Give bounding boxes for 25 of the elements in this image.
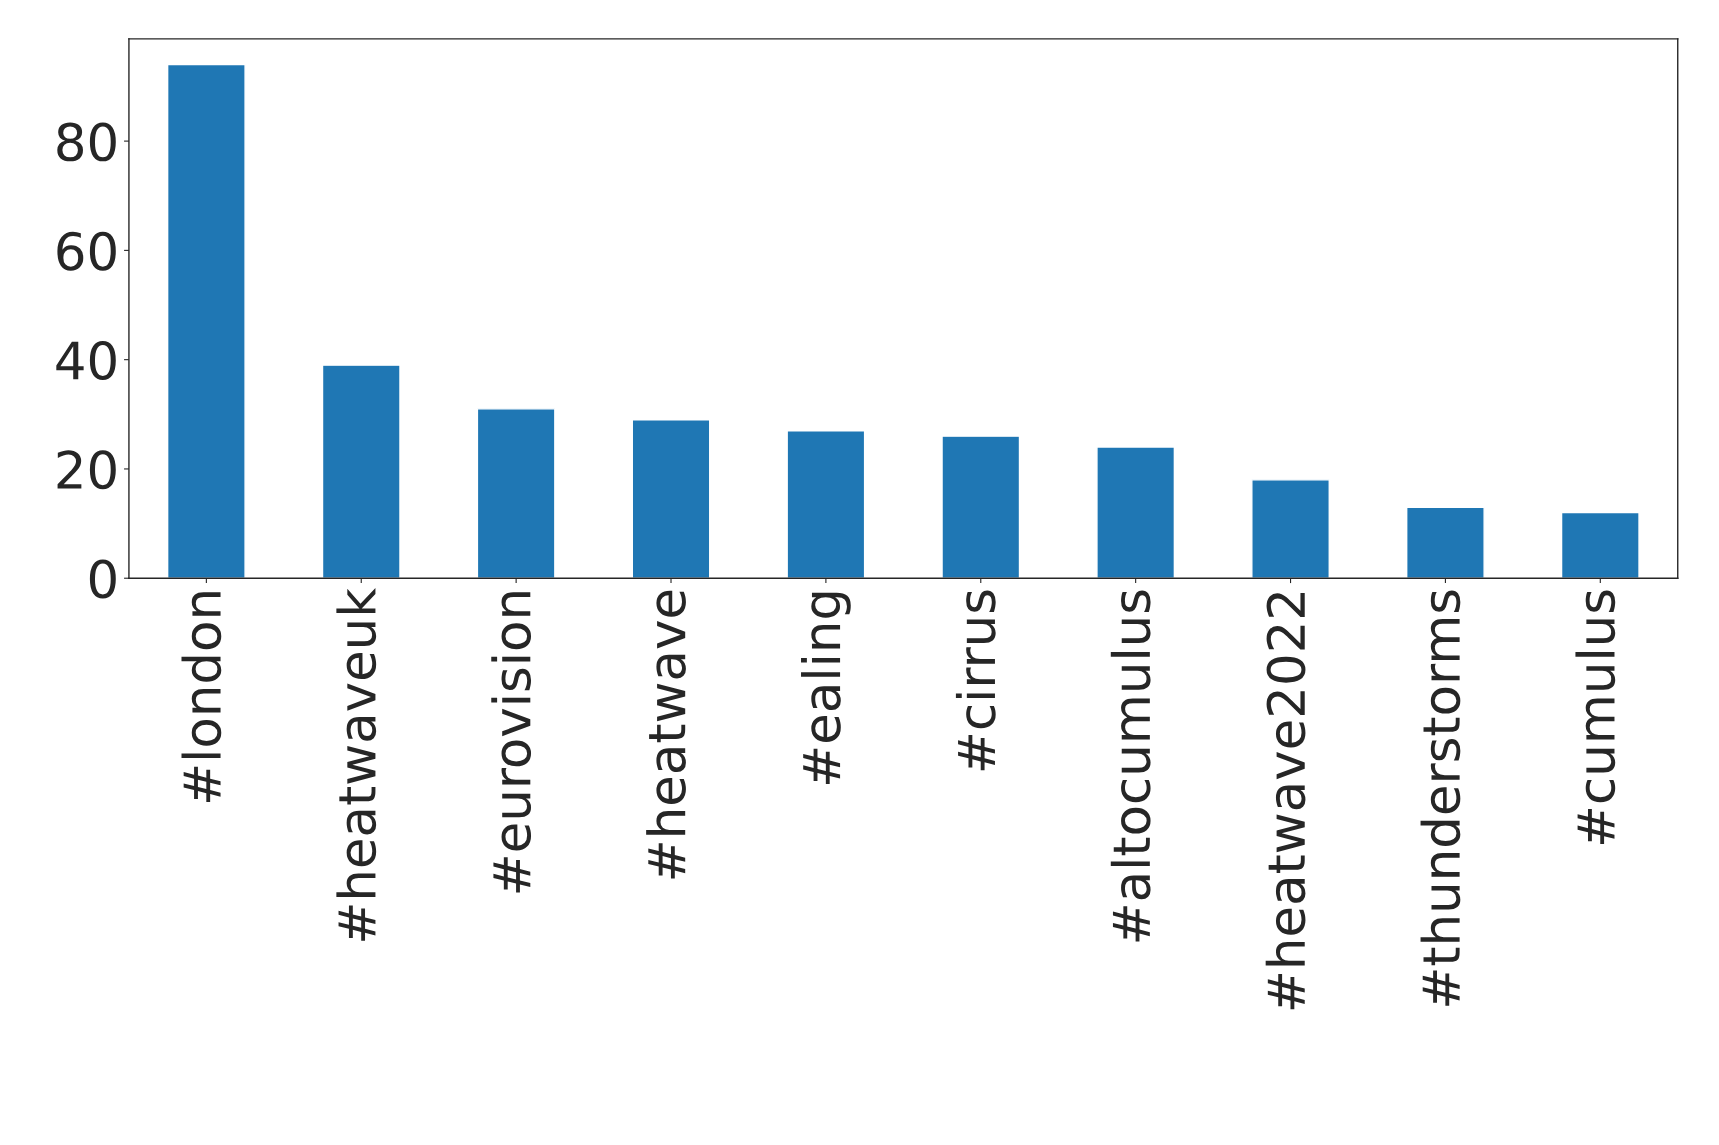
- y-tick-label: 20: [57, 450, 116, 490]
- x-tick-label: #cirrus: [955, 590, 996, 771]
- y-tick-label: 0: [89, 559, 116, 599]
- x-tick-label: #altocumulus: [1110, 590, 1151, 942]
- x-tick-label: #heatwaveuk: [336, 588, 377, 941]
- y-tick-label: 60: [57, 231, 116, 271]
- x-tick-label: #eurovision: [491, 592, 532, 893]
- x-tick-label: #london: [181, 592, 222, 802]
- x-tick-label: #thunderstorms: [1420, 590, 1461, 1006]
- bar: [321, 364, 401, 579]
- bar: [631, 419, 711, 579]
- bar: [476, 408, 556, 579]
- bar: [1560, 511, 1640, 579]
- x-tick-label: #heatwave2022: [1265, 593, 1306, 1010]
- y-tick-label: 40: [56, 341, 116, 380]
- x-tick-label: #heatwave: [646, 590, 686, 879]
- bar: [1251, 479, 1330, 579]
- bar: [1406, 506, 1485, 579]
- x-tick-label: #cumulus: [1575, 590, 1616, 845]
- bar: [166, 63, 246, 579]
- bar: [1096, 446, 1176, 579]
- x-tick-label: #ealing: [801, 592, 851, 784]
- bar: [786, 430, 866, 579]
- bar: [941, 435, 1021, 579]
- y-tick-label: 80: [57, 122, 116, 162]
